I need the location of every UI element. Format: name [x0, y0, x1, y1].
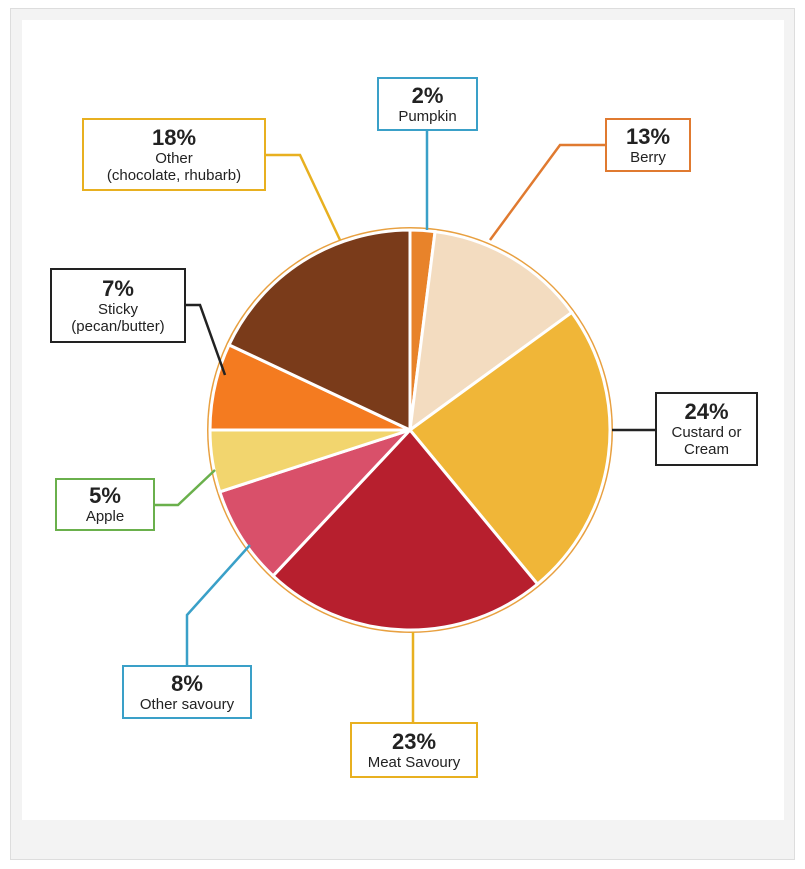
pie-slice: [408, 229, 574, 434]
category-label: Other (chocolate, rhubarb): [106, 149, 242, 184]
leader-line: [266, 153, 342, 241]
pie-slice: [227, 228, 412, 433]
slice-label: 7% Sticky (pecan/butter): [50, 268, 186, 343]
value-label: 18%: [151, 124, 197, 150]
leader-line: [488, 143, 605, 241]
value-label: 7%: [102, 275, 134, 301]
leader-line: [155, 469, 216, 507]
slice-label: 5% Apple: [55, 478, 155, 531]
category-label: Apple: [85, 508, 125, 525]
category-label: Sticky (pecan/butter): [71, 300, 165, 335]
value-label: 13%: [625, 123, 671, 149]
category-label: Other savoury: [139, 695, 235, 713]
value-label: 8%: [171, 670, 203, 696]
value-label: 2%: [411, 82, 444, 108]
slice-label: 24% Custard or Cream: [655, 392, 758, 466]
slice-label: 2% Pumpkin: [377, 77, 478, 131]
slice-label: 18% Other (chocolate, rhubarb): [82, 118, 266, 191]
category-label: Meat Savoury: [367, 753, 461, 771]
slice-label: 23% Meat Savoury: [350, 722, 478, 778]
slice-label: 13% Berry: [605, 118, 691, 172]
leader-line: [185, 544, 251, 665]
category-label: Custard or Cream: [671, 424, 742, 458]
slice-label: 8% Other savoury: [122, 665, 252, 719]
category-label: Pumpkin: [398, 107, 457, 125]
value-label: 24%: [684, 399, 729, 424]
value-label: 23%: [391, 728, 437, 754]
leader-line: [186, 303, 227, 376]
pie-slice: [270, 427, 540, 632]
value-label: 5%: [89, 483, 121, 508]
category-label: Berry: [630, 148, 666, 166]
pie-slice: [217, 428, 412, 578]
pie-slice: [407, 310, 612, 587]
